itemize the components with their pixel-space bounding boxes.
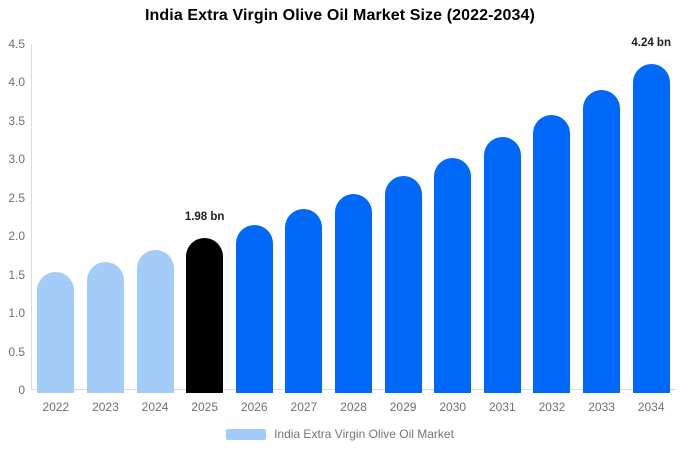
bar-2034 [632,63,670,393]
bar-2022 [37,271,75,393]
y-tick-1.5: 1.5 [8,267,25,282]
x-label-2023: 2023 [92,400,119,414]
x-label-2033: 2033 [588,400,615,414]
x-label-2030: 2030 [439,400,467,414]
y-axis-line [31,44,32,390]
x-label-2025: 2025 [191,400,218,414]
bar-2029 [384,176,422,393]
legend-swatch [226,428,267,440]
y-tick-4.5: 4.5 [8,37,25,51]
bar-2033 [583,90,621,393]
y-tick-2.5: 2.5 [8,190,25,205]
x-label-2032: 2032 [538,400,566,414]
y-tick-4.0: 4.0 [8,75,25,90]
x-label-2026: 2026 [240,400,268,414]
x-label-2028: 2028 [340,400,367,414]
data-label-2025: 1.98 bn [184,210,225,223]
y-tick-0: 0 [18,383,25,397]
legend: India Extra Virgin Olive Oil Market [0,426,680,442]
bar-2025 [186,237,224,393]
x-label-2034: 2034 [637,400,665,414]
bar-2026 [235,224,273,393]
bar-2030 [434,157,472,393]
bar-2023 [86,261,124,393]
x-label-2031: 2031 [488,400,516,414]
y-tick-0.5: 0.5 [8,344,25,359]
legend-label: India Extra Virgin Olive Oil Market [274,427,454,441]
y-tick-1.0: 1.0 [8,306,25,321]
y-tick-3.5: 3.5 [8,113,25,128]
x-label-2027: 2027 [290,400,318,414]
bar-2028 [335,193,372,393]
bar-2031 [483,137,521,393]
y-tick-3.0: 3.0 [8,152,25,167]
x-label-2024: 2024 [141,400,169,414]
y-tick-2.0: 2.0 [8,229,25,244]
bar-2032 [533,114,571,393]
x-label-2029: 2029 [389,400,417,414]
x-label-2022: 2022 [42,400,70,414]
chart-title: India Extra Virgin Olive Oil Market Size… [145,7,535,24]
data-label-2034: 4.24 bn [631,36,671,49]
bar-2027 [285,209,323,393]
bar-2024 [136,250,174,393]
